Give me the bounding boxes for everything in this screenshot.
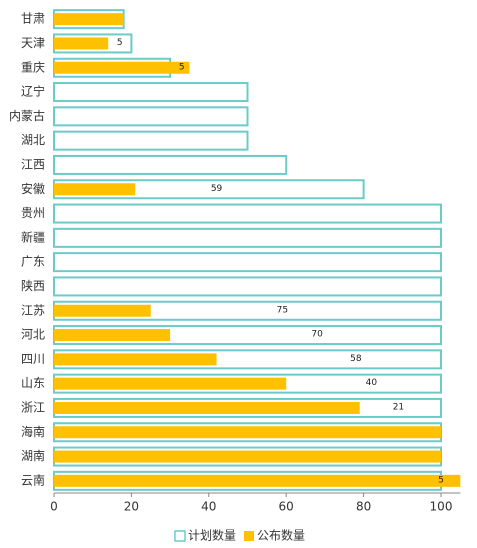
y-tick-label: 四川 — [21, 352, 45, 366]
legend-label: 计划数量 — [188, 528, 236, 543]
published-bar — [54, 353, 217, 366]
plan-bar — [53, 276, 442, 297]
annotation: 5 — [179, 62, 185, 72]
annotation: 5 — [438, 475, 444, 485]
y-tick-label: 河北 — [21, 328, 45, 342]
y-tick-label: 湖南 — [21, 448, 45, 463]
y-tick-label: 甘肃 — [21, 12, 45, 26]
y-tick-label: 广东 — [21, 255, 45, 269]
x-tick-label: 80 — [356, 500, 371, 514]
published-bar — [54, 183, 136, 196]
annotation: 5 — [117, 38, 123, 48]
legend-swatch — [174, 530, 186, 542]
y-tick-label: 重庆 — [21, 60, 45, 74]
y-tick-label: 内蒙古 — [9, 108, 45, 123]
x-tick-label: 40 — [201, 500, 216, 514]
published-bar — [54, 450, 441, 463]
y-tick-label: 天津 — [21, 36, 45, 50]
x-tick-label: 100 — [430, 500, 453, 514]
y-tick-label: 江苏 — [21, 303, 45, 317]
legend-swatch — [244, 531, 255, 541]
published-bar — [54, 37, 109, 50]
published-bar — [54, 474, 461, 487]
published-bar — [54, 426, 441, 439]
plan-bar — [53, 203, 442, 224]
published-bar — [54, 329, 171, 342]
y-tick-label: 浙江 — [21, 400, 45, 414]
published-bar — [54, 13, 124, 26]
y-tick-label: 山东 — [21, 376, 45, 390]
plan-bar — [53, 227, 442, 248]
y-tick-label: 新疆 — [21, 229, 45, 244]
y-tick-label: 云南 — [21, 472, 45, 487]
plan-bar — [53, 106, 249, 127]
annotation: 58 — [350, 354, 362, 364]
published-bar — [54, 377, 287, 390]
plan-bar — [53, 252, 442, 273]
legend-label: 公布数量 — [257, 528, 305, 543]
annotation: 70 — [311, 330, 323, 340]
plan-bar — [53, 130, 249, 151]
y-tick-label: 贵州 — [21, 206, 45, 220]
y-tick-label: 湖北 — [21, 132, 45, 147]
annotation: 21 — [393, 402, 404, 412]
published-bar — [54, 304, 151, 317]
y-tick-label: 辽宁 — [21, 84, 45, 99]
y-tick-label: 安徽 — [21, 181, 45, 196]
annotation: 40 — [366, 378, 378, 388]
x-tick-label: 0 — [50, 500, 58, 514]
y-tick-label: 海南 — [21, 424, 45, 439]
y-tick-label: 江西 — [21, 157, 45, 171]
x-tick-label: 60 — [279, 500, 294, 514]
annotation: 59 — [211, 184, 223, 194]
plan-bar — [53, 154, 288, 175]
published-bar — [54, 401, 360, 414]
x-tick-label: 20 — [124, 500, 139, 514]
published-bar — [54, 61, 190, 74]
y-tick-label: 陕西 — [21, 278, 45, 293]
annotation: 75 — [277, 305, 288, 315]
plan-bar — [53, 82, 249, 103]
